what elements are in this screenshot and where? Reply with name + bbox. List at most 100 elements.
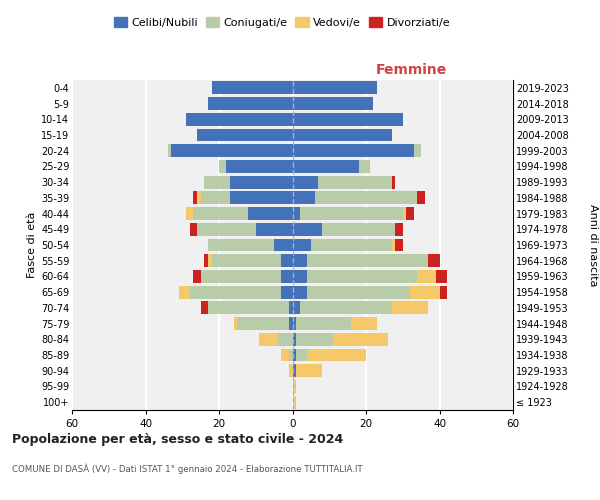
- Bar: [193, 192, 197, 204]
- Y-axis label: Anni di nascita: Anni di nascita: [588, 204, 598, 286]
- Bar: [197, 223, 256, 235]
- Bar: [296, 317, 352, 330]
- Bar: [311, 238, 392, 252]
- Bar: [179, 286, 190, 298]
- Bar: [256, 223, 293, 235]
- Bar: [395, 238, 403, 252]
- Bar: [439, 286, 447, 298]
- Bar: [293, 128, 392, 141]
- Bar: [293, 82, 377, 94]
- Bar: [281, 270, 293, 283]
- Bar: [293, 348, 296, 362]
- Bar: [293, 207, 300, 220]
- Bar: [293, 396, 296, 408]
- Bar: [289, 348, 293, 362]
- Bar: [248, 207, 293, 220]
- Bar: [293, 176, 318, 188]
- Bar: [281, 348, 289, 362]
- Bar: [392, 302, 428, 314]
- Bar: [171, 144, 293, 157]
- Bar: [293, 364, 296, 377]
- Bar: [208, 97, 293, 110]
- Bar: [208, 302, 289, 314]
- Bar: [307, 348, 366, 362]
- Bar: [395, 223, 403, 235]
- Bar: [333, 333, 388, 345]
- Bar: [314, 192, 418, 204]
- Bar: [296, 348, 307, 362]
- Bar: [226, 160, 293, 173]
- Bar: [186, 207, 193, 220]
- Bar: [296, 333, 333, 345]
- Bar: [392, 176, 395, 188]
- Bar: [208, 254, 212, 267]
- Y-axis label: Fasce di età: Fasce di età: [26, 212, 37, 278]
- Bar: [197, 192, 200, 204]
- Bar: [238, 317, 289, 330]
- Bar: [219, 160, 226, 173]
- Bar: [300, 302, 392, 314]
- Bar: [293, 113, 403, 126]
- Text: Femmine: Femmine: [376, 62, 447, 76]
- Bar: [200, 192, 230, 204]
- Bar: [204, 254, 208, 267]
- Bar: [293, 192, 314, 204]
- Bar: [212, 82, 293, 94]
- Legend: Celibi/Nubili, Coniugati/e, Vedovi/e, Divorziati/e: Celibi/Nubili, Coniugati/e, Vedovi/e, Di…: [109, 13, 455, 32]
- Bar: [414, 144, 421, 157]
- Bar: [190, 223, 197, 235]
- Text: COMUNE DI DASÀ (VV) - Dati ISTAT 1° gennaio 2024 - Elaborazione TUTTITALIA.IT: COMUNE DI DASÀ (VV) - Dati ISTAT 1° genn…: [12, 464, 362, 474]
- Bar: [300, 207, 403, 220]
- Bar: [352, 317, 377, 330]
- Bar: [230, 176, 293, 188]
- Bar: [293, 254, 307, 267]
- Bar: [289, 317, 293, 330]
- Bar: [428, 254, 439, 267]
- Bar: [289, 364, 293, 377]
- Bar: [167, 144, 171, 157]
- Bar: [418, 270, 436, 283]
- Bar: [204, 176, 230, 188]
- Bar: [293, 286, 307, 298]
- Bar: [410, 286, 439, 298]
- Bar: [293, 270, 307, 283]
- Bar: [293, 97, 373, 110]
- Bar: [293, 333, 296, 345]
- Bar: [307, 270, 418, 283]
- Bar: [293, 144, 414, 157]
- Bar: [197, 128, 293, 141]
- Bar: [193, 270, 200, 283]
- Bar: [230, 192, 293, 204]
- Bar: [200, 302, 208, 314]
- Bar: [212, 254, 281, 267]
- Bar: [274, 238, 293, 252]
- Bar: [234, 317, 238, 330]
- Bar: [281, 286, 293, 298]
- Bar: [392, 238, 395, 252]
- Bar: [208, 238, 274, 252]
- Bar: [293, 223, 322, 235]
- Bar: [307, 286, 410, 298]
- Bar: [293, 302, 300, 314]
- Bar: [281, 254, 293, 267]
- Bar: [259, 333, 278, 345]
- Bar: [318, 176, 392, 188]
- Bar: [322, 223, 395, 235]
- Bar: [193, 207, 248, 220]
- Bar: [278, 333, 293, 345]
- Bar: [418, 192, 425, 204]
- Bar: [190, 286, 281, 298]
- Bar: [307, 254, 428, 267]
- Bar: [289, 302, 293, 314]
- Bar: [293, 238, 311, 252]
- Bar: [296, 364, 322, 377]
- Bar: [436, 270, 447, 283]
- Bar: [293, 380, 296, 393]
- Bar: [293, 160, 359, 173]
- Bar: [293, 317, 296, 330]
- Bar: [186, 113, 293, 126]
- Bar: [406, 207, 414, 220]
- Bar: [359, 160, 370, 173]
- Bar: [403, 207, 406, 220]
- Bar: [200, 270, 281, 283]
